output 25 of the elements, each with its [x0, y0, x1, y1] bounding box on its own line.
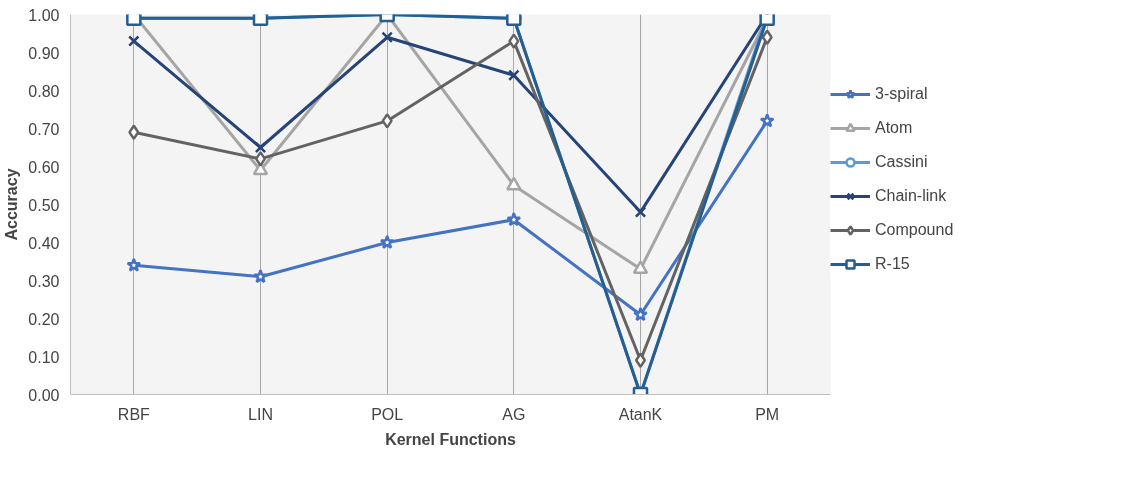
- legend-label: Atom: [875, 119, 913, 137]
- x-tick-label: POL: [371, 405, 404, 423]
- legend-label: R-15: [875, 255, 910, 273]
- y-tick-label: 0.40: [28, 234, 60, 252]
- y-tick-label: 0.50: [28, 196, 60, 214]
- y-tick-label: 0.20: [28, 310, 60, 328]
- legend-label: Chain-link: [875, 187, 947, 205]
- x-tick-label: AtanK: [618, 405, 663, 423]
- legend-label: 3-spiral: [875, 85, 928, 103]
- y-axis-title: Accuracy: [3, 168, 21, 241]
- x-tick-label: RBF: [117, 405, 151, 423]
- x-axis-title: Kernel Functions: [385, 430, 516, 448]
- legend-label: Cassini: [875, 153, 928, 171]
- y-tick-label: 0.60: [28, 158, 60, 176]
- x-tick-label: AG: [502, 405, 526, 423]
- y-tick-label: 0.90: [28, 44, 60, 62]
- y-tick-label: 0.80: [28, 82, 60, 100]
- y-tick-label: 1.00: [28, 6, 60, 24]
- y-tick-label: 0.10: [28, 348, 60, 366]
- y-tick-label: 0.00: [28, 386, 60, 404]
- x-tick-label: PM: [755, 405, 780, 423]
- y-tick-label: 0.70: [28, 120, 60, 138]
- y-tick-label: 0.30: [28, 272, 60, 290]
- x-tick-label: LIN: [248, 405, 273, 423]
- legend-label: Compound: [875, 221, 954, 239]
